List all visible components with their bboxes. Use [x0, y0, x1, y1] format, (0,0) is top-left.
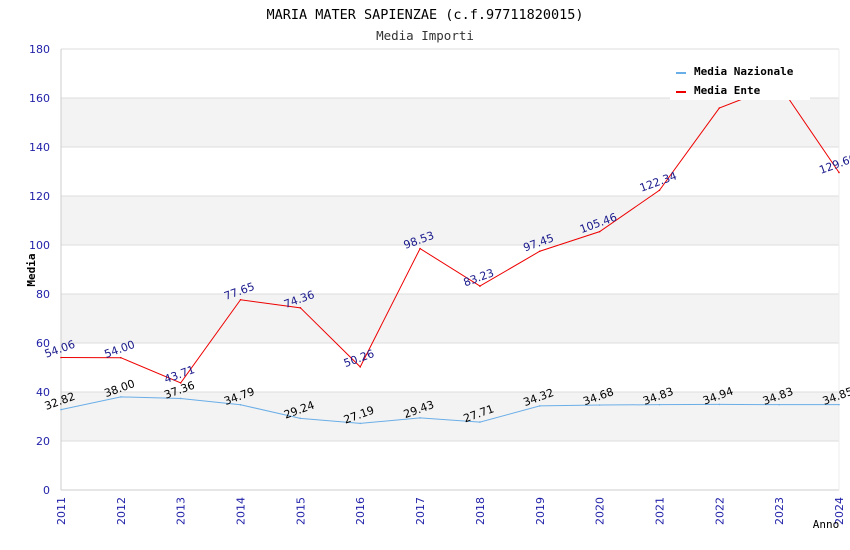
data-point: [359, 422, 362, 425]
data-point: [120, 356, 122, 359]
x-tick-label: 2015: [294, 497, 307, 525]
data-point: [179, 382, 182, 384]
data-point: [538, 250, 541, 253]
series-lines: [60, 83, 840, 425]
x-tick-label: 2016: [354, 497, 367, 525]
x-tick-labels: 2011 2012 2013 2014 2015 2016 2017 2018 2019 2020…: [55, 497, 846, 525]
line-media-ente: [60, 84, 840, 384]
x-tick-label: 2023: [773, 497, 786, 525]
x-tick-label: 2012: [115, 497, 128, 525]
x-tick-label: 2018: [474, 497, 487, 525]
data-point: [658, 403, 661, 406]
data-point: [598, 230, 601, 233]
x-tick-label: 2019: [534, 497, 547, 525]
data-point: [359, 366, 362, 368]
data-point: [60, 408, 62, 411]
data-point: [838, 403, 840, 406]
data-point: [239, 298, 242, 301]
legend-box: [670, 58, 810, 100]
y-tick-label: 60: [36, 337, 50, 350]
data-label: 129.60: [817, 151, 850, 176]
chart-subtitle: Media Importi: [376, 28, 474, 43]
data-point: [479, 421, 481, 423]
x-tick-label: 2017: [414, 497, 427, 525]
data-point: [718, 107, 721, 109]
axes: [60, 49, 840, 491]
data-point: [179, 397, 182, 400]
x-tick-label: 2021: [653, 497, 666, 525]
data-point: [419, 247, 421, 250]
y-tick-label: 120: [29, 190, 50, 203]
y-axis-label: Media: [25, 253, 38, 286]
legend-label-media-nazionale: Media Nazionale: [694, 65, 794, 78]
legend-label-media-ente: Media Ente: [694, 84, 761, 97]
data-point: [299, 417, 302, 420]
y-tick-label: 80: [36, 288, 50, 301]
background-band: [61, 294, 839, 343]
data-point: [538, 405, 541, 407]
data-point: [718, 403, 721, 406]
x-tick-label: 2020: [594, 497, 607, 525]
y-tick-labels: 0 20 40 60 80 100 120 140 160 180: [29, 43, 50, 497]
x-tick-label: 2013: [175, 497, 188, 525]
legend: Media Nazionale Media Ente: [670, 58, 810, 100]
data-point: [778, 403, 780, 406]
x-tick-label: 2011: [55, 497, 68, 525]
data-point: [60, 356, 62, 359]
background-bands: [61, 98, 839, 441]
x-tick-label: 2022: [713, 497, 726, 525]
x-tick-label: 2024: [833, 497, 846, 525]
x-tick-label: 2014: [235, 497, 248, 525]
y-tick-label: 20: [36, 435, 50, 448]
background-band: [61, 392, 839, 441]
line-media-nazionale: [60, 396, 840, 424]
y-tick-label: 160: [29, 92, 50, 105]
y-tick-label: 100: [29, 239, 50, 252]
data-point: [658, 189, 661, 192]
y-tick-label: 180: [29, 43, 50, 56]
data-point: [239, 403, 242, 406]
data-point: [598, 404, 601, 406]
data-point: [838, 171, 840, 174]
y-tick-label: 140: [29, 141, 50, 154]
background-band: [61, 196, 839, 245]
data-point: [120, 396, 122, 398]
data-point: [479, 285, 481, 287]
y-tick-label: 40: [36, 386, 50, 399]
x-axis-label: Anno: [813, 518, 840, 531]
data-label: 50.26: [342, 347, 376, 370]
chart-title: MARIA MATER SAPIENZAE (c.f.97711820015): [267, 7, 584, 23]
data-point: [419, 417, 421, 419]
background-band: [61, 98, 839, 147]
data-point: [299, 307, 302, 309]
y-tick-label: 0: [43, 484, 50, 497]
